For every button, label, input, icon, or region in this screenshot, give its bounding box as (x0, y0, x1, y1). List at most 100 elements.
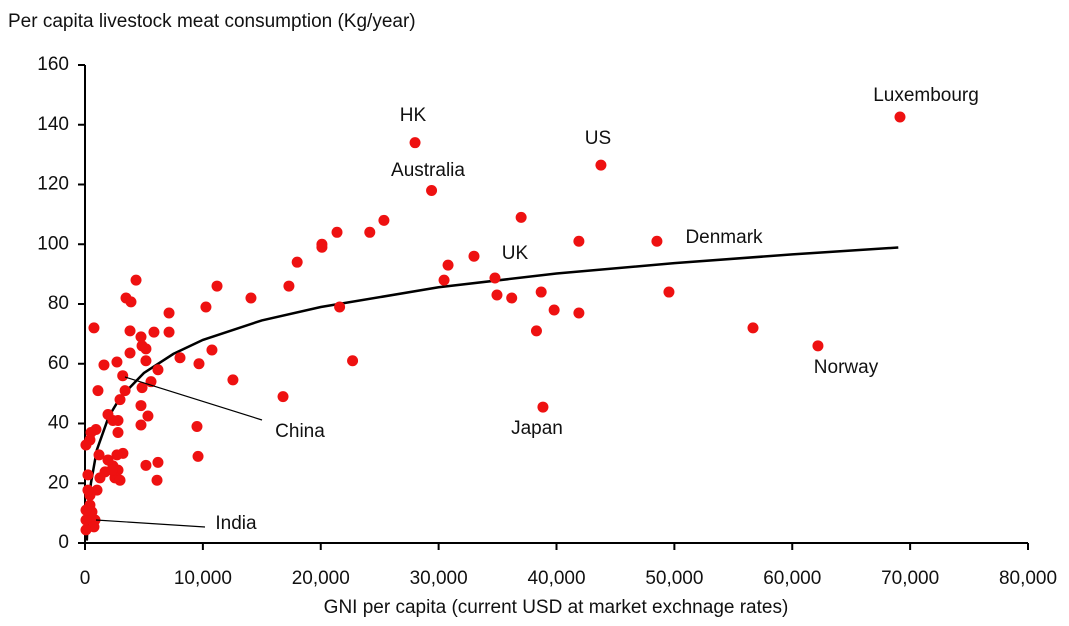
point (140, 459, 152, 471)
x-tick-label: 70,000 (881, 568, 939, 589)
point (331, 226, 343, 238)
point (151, 474, 163, 486)
point (93, 449, 105, 461)
point (277, 391, 289, 403)
annotation: Australia (391, 160, 465, 181)
point (80, 524, 92, 536)
y-axis-label: Per capita livestock meat consumption (K… (8, 11, 416, 32)
point (468, 250, 480, 262)
point (227, 374, 239, 386)
annotation: India (215, 513, 257, 534)
point (537, 401, 549, 413)
leader-line (95, 519, 206, 528)
point (135, 400, 147, 412)
point (426, 184, 438, 196)
point (334, 301, 346, 313)
point (663, 286, 675, 298)
point (140, 355, 152, 367)
point (114, 394, 126, 406)
y-tick-label: 20 (48, 472, 69, 493)
point (894, 111, 906, 123)
x-tick-label: 40,000 (527, 568, 585, 589)
point (515, 211, 527, 223)
point (112, 426, 124, 438)
point (347, 355, 359, 367)
point (114, 474, 126, 486)
y-tick-label: 140 (37, 114, 69, 135)
point (111, 356, 123, 368)
point (191, 420, 203, 432)
annotation: China (275, 421, 325, 442)
leader-line (124, 376, 263, 421)
annotation: Norway (814, 357, 879, 378)
annotation: Luxembourg (873, 85, 979, 106)
point (130, 274, 142, 286)
point (136, 382, 148, 394)
annotations: HK Australia US Luxembourg Denmark UK No… (95, 85, 979, 534)
y-tick-label: 80 (48, 293, 69, 314)
point (211, 280, 223, 292)
point (747, 322, 759, 334)
point (80, 439, 92, 451)
point (88, 322, 100, 334)
point (595, 159, 607, 171)
point (163, 307, 175, 319)
y-tick-label: 60 (48, 353, 69, 374)
point (206, 344, 218, 356)
point (192, 450, 204, 462)
point (142, 410, 154, 422)
point (530, 325, 542, 337)
annotation: HK (400, 105, 427, 126)
point (573, 235, 585, 247)
point (102, 409, 114, 421)
point (442, 259, 454, 271)
point (200, 301, 212, 313)
point (98, 359, 110, 371)
point (316, 241, 328, 253)
point (140, 343, 152, 355)
trend-line (85, 246, 899, 541)
point (535, 286, 547, 298)
point (651, 235, 663, 247)
y-tick-label: 0 (58, 532, 69, 553)
point (491, 289, 503, 301)
x-tick-label: 10,000 (174, 568, 232, 589)
point (124, 347, 136, 359)
x-tick-label: 0 (80, 568, 91, 589)
x-tick-label: 50,000 (645, 568, 703, 589)
point (117, 370, 129, 382)
point (135, 331, 147, 343)
point (80, 514, 92, 526)
point (135, 419, 147, 431)
point (378, 214, 390, 226)
x-axis-label: GNI per capita (current USD at market ex… (324, 597, 789, 618)
annotation: Denmark (685, 227, 763, 248)
point (119, 385, 131, 397)
point (80, 504, 92, 516)
point (812, 340, 824, 352)
x-tick-label: 60,000 (763, 568, 821, 589)
annotation: UK (502, 243, 529, 264)
x-tick-label: 30,000 (410, 568, 468, 589)
point (125, 296, 137, 308)
point (193, 358, 205, 370)
point (283, 280, 295, 292)
point (94, 472, 106, 484)
point (152, 456, 164, 468)
point (82, 469, 94, 481)
point (409, 137, 421, 149)
point (148, 326, 160, 338)
y-tick-label: 40 (48, 413, 69, 434)
point (573, 307, 585, 319)
point (163, 326, 175, 338)
y-tick-label: 120 (37, 174, 69, 195)
point (438, 274, 450, 286)
y-tick-label: 160 (37, 54, 69, 75)
point (92, 385, 104, 397)
annotation: US (585, 128, 611, 149)
point (111, 449, 123, 461)
x-tick-label: 20,000 (292, 568, 350, 589)
point (364, 226, 376, 238)
point (245, 292, 257, 304)
